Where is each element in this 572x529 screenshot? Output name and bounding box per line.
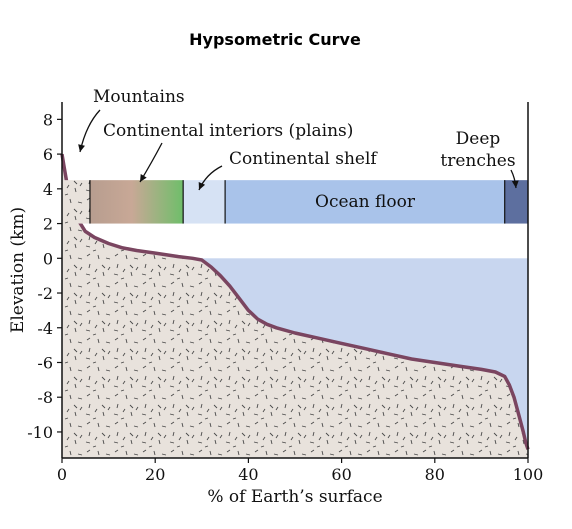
y-axis-label: Elevation (km) [8,207,28,333]
annotation-deep-trenches-line2: trenches [440,151,515,171]
arrow-mountains-head [78,144,85,152]
annotation-mountains: Mountains [93,87,185,107]
arrow-continental-shelf-head [198,182,206,190]
x-tick-label: 20 [145,465,165,484]
x-tick-label: 40 [238,465,258,484]
annotation-continental-interiors: Continental interiors (plains) [103,121,353,141]
y-tick-label: 6 [43,145,53,164]
y-tick-label: -10 [27,423,53,442]
y-tick-label: -8 [37,388,53,407]
annotation-continental-shelf: Continental shelf [229,149,378,169]
x-tick-label: 100 [513,465,544,484]
y-tick-label: 8 [43,110,53,129]
x-axis-label: % of Earth’s surface [207,487,382,507]
band-ocean-floor [225,180,505,224]
arrow-continental-interiors-head [140,174,147,182]
x-tick-label: 0 [57,465,67,484]
annotation-ocean-floor: Ocean floor [315,192,416,212]
x-tick-label: 80 [425,465,445,484]
band-mountains [62,180,90,224]
annotation-deep-trenches-line1: Deep [456,129,501,149]
y-tick-label: 0 [43,249,53,268]
y-tick-label: 4 [43,180,53,199]
land-area [62,154,528,458]
y-tick-label: -4 [37,319,53,338]
y-tick-label: 2 [43,215,53,234]
band-continental-shelf [183,180,226,224]
y-tick-label: -2 [37,284,53,303]
band-deep-trenches [504,180,528,224]
x-tick-label: 60 [331,465,351,484]
chart-title: Hypsometric Curve [189,30,361,49]
hypsometric-curve [60,153,530,450]
arrow-deep-trenches-head [511,180,519,188]
band-continental-interiors [89,180,184,224]
y-tick-label: -6 [37,353,53,372]
